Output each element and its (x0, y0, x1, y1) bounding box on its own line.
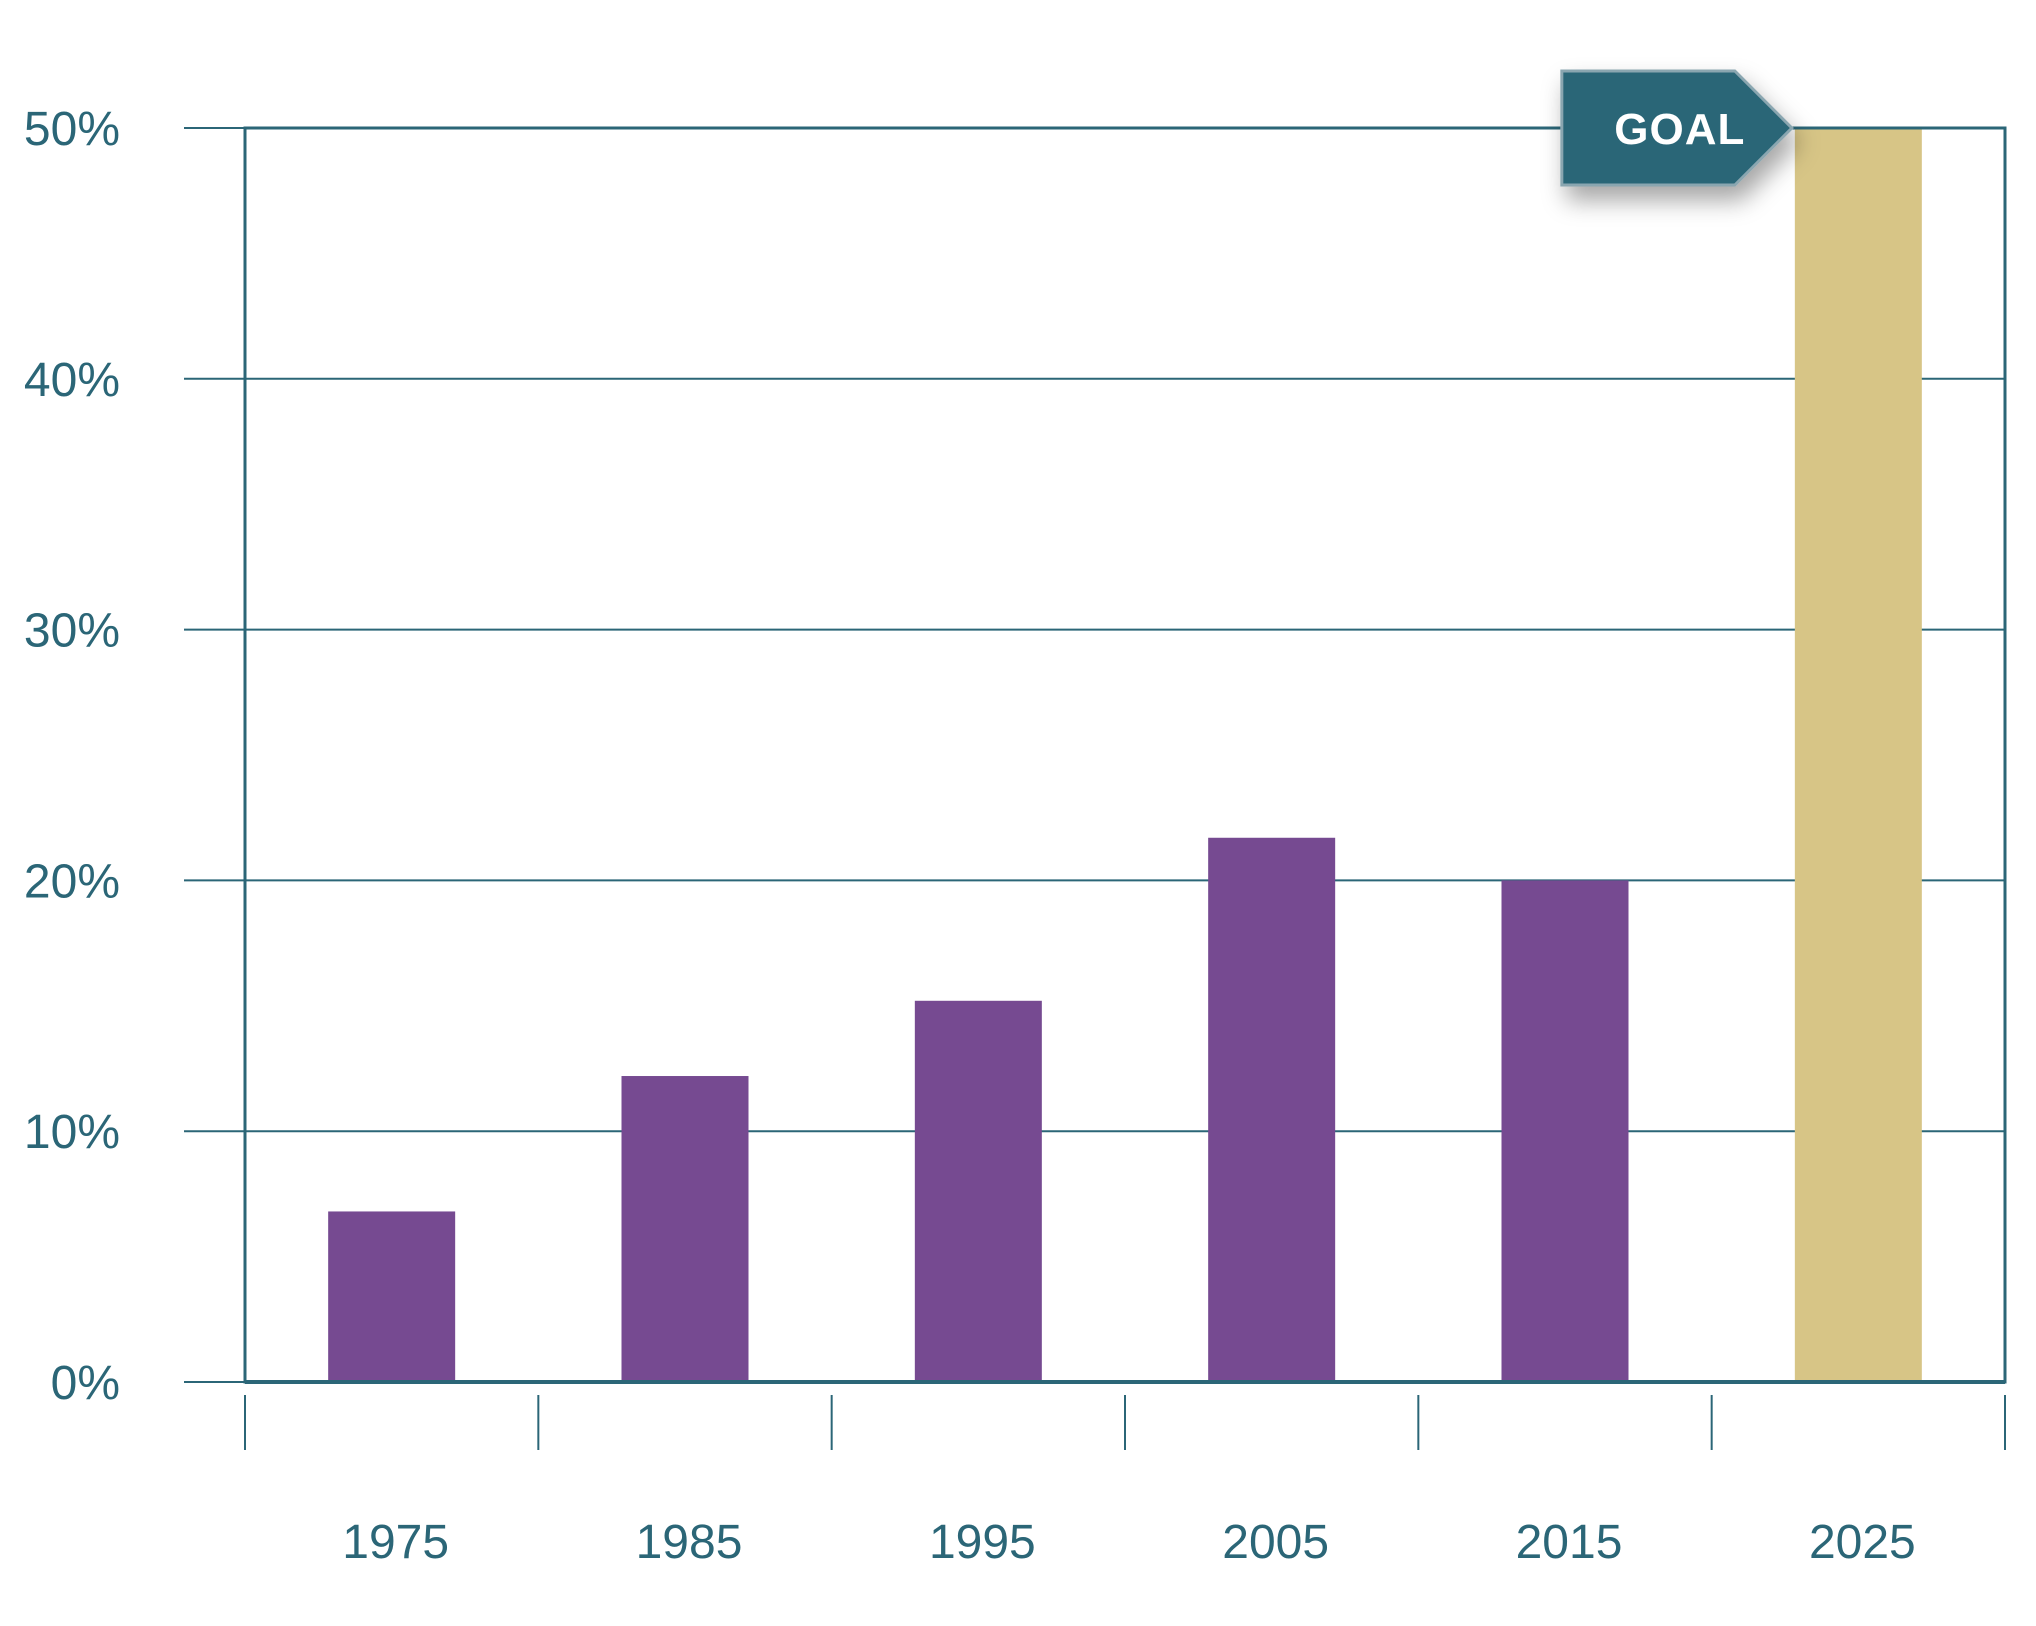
x-tick-label: 1995 (929, 1516, 1036, 1569)
bars (328, 128, 1922, 1382)
gridlines (245, 127, 2005, 1383)
y-tick-label: 50% (24, 103, 120, 156)
bar-1995 (914, 1000, 1042, 1382)
y-tick-label: 10% (24, 1106, 120, 1159)
goal-badge-label: GOAL (1614, 105, 1745, 154)
bar-2015 (1501, 880, 1629, 1382)
plot-border (243, 126, 2007, 1384)
bar-1985 (621, 1076, 749, 1382)
bar-2005 (1208, 837, 1336, 1382)
x-tick-label: 2015 (1516, 1516, 1623, 1569)
plot-frame (243, 126, 2007, 1384)
y-tick-label: 0% (51, 1357, 120, 1410)
x-tick-label: 2005 (1222, 1516, 1329, 1569)
y-tick-label: 30% (24, 605, 120, 658)
y-tick-label: 20% (24, 855, 120, 908)
x-tick-label: 1975 (342, 1516, 449, 1569)
goal-badge-shape (1560, 69, 1794, 187)
y-tick-label: 40% (24, 354, 120, 407)
y-axis-ticks: 0% 10% 20% 30% 40% 50% (24, 103, 245, 1410)
x-tick-label: 2025 (1809, 1516, 1916, 1569)
goal-badge: GOAL (1560, 69, 1794, 187)
bar-2025 (1794, 128, 1922, 1382)
x-axis-ticks: 1975 1985 1995 2005 2015 2025 (244, 1395, 2006, 1569)
bar-1975 (328, 1211, 456, 1382)
x-tick-label: 1985 (636, 1516, 743, 1569)
